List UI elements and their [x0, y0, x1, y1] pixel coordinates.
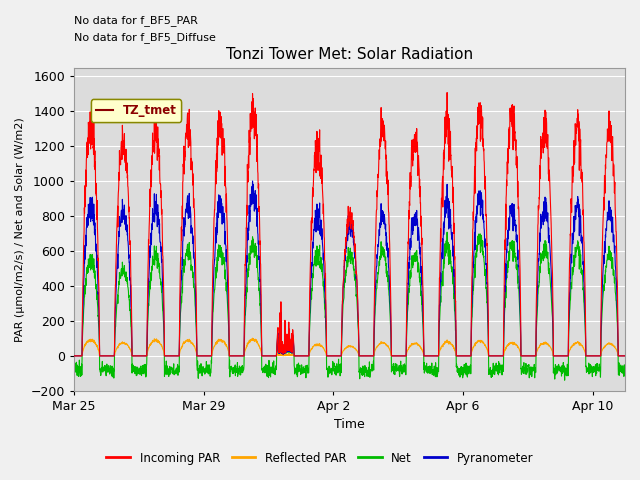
Y-axis label: PAR (μmol/m2/s) / Net and Solar (W/m2): PAR (μmol/m2/s) / Net and Solar (W/m2)	[15, 117, 25, 342]
Legend: Incoming PAR, Reflected PAR, Net, Pyranometer: Incoming PAR, Reflected PAR, Net, Pyrano…	[102, 447, 538, 469]
X-axis label: Time: Time	[334, 419, 365, 432]
Title: Tonzi Tower Met: Solar Radiation: Tonzi Tower Met: Solar Radiation	[226, 47, 473, 62]
Legend: TZ_tmet: TZ_tmet	[91, 99, 181, 122]
Text: No data for f_BF5_PAR: No data for f_BF5_PAR	[74, 15, 198, 26]
Text: No data for f_BF5_Diffuse: No data for f_BF5_Diffuse	[74, 32, 216, 43]
